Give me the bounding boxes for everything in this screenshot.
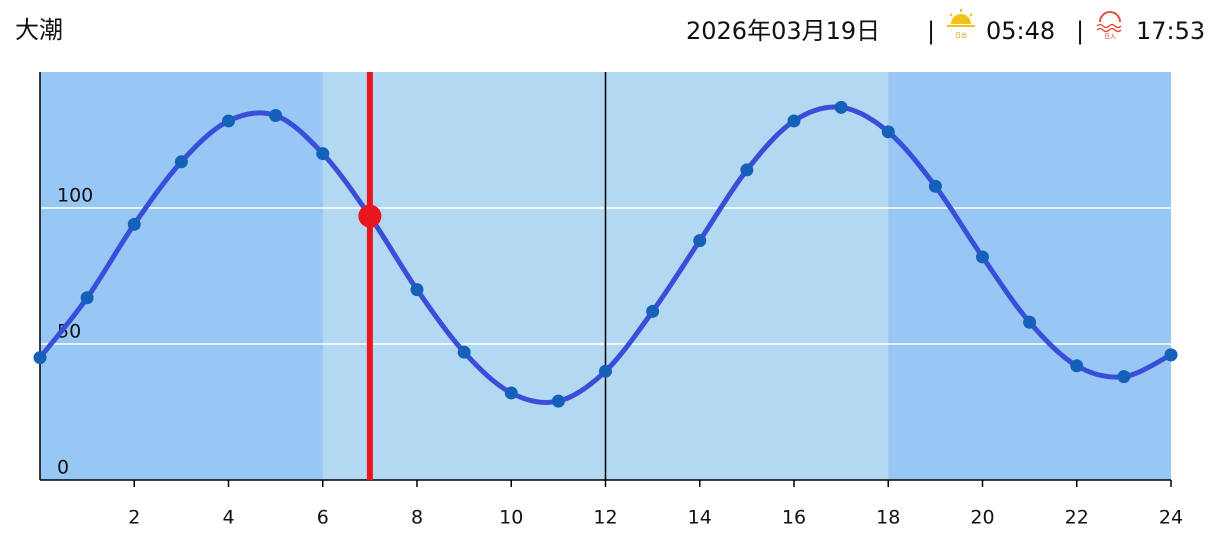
tide-point (269, 109, 283, 123)
tide-point (127, 217, 141, 231)
x-tick-label: 8 (411, 507, 423, 529)
x-tick-label: 20 (970, 507, 994, 529)
x-tick-label: 18 (876, 507, 900, 529)
tide-point (504, 386, 518, 400)
sunrise-icon: 日出 (947, 9, 975, 40)
y-tick-label: 100 (57, 185, 93, 207)
x-tick-label: 6 (317, 507, 329, 529)
tide-point (881, 125, 895, 139)
sunset-icon: 日入 (1096, 11, 1122, 41)
tide-point (1117, 370, 1131, 384)
tide-point (976, 250, 989, 264)
separator: | (1076, 17, 1084, 45)
sunrise-time: 05:48 (986, 17, 1055, 45)
tide-point (551, 394, 565, 408)
x-tick-label: 2 (128, 507, 140, 529)
tide-point (599, 364, 612, 378)
tide-point (410, 283, 424, 297)
tide-point (787, 114, 801, 128)
current-point (358, 204, 382, 228)
tide-point (1023, 315, 1037, 329)
tide-point (174, 155, 188, 169)
tide-point (1164, 348, 1178, 362)
x-tick-label: 4 (222, 507, 234, 529)
sunset-time: 17:53 (1136, 17, 1205, 45)
tide-point (80, 291, 94, 305)
x-tick-label: 10 (499, 507, 523, 529)
tide-point (222, 114, 235, 128)
tide-point (834, 100, 848, 114)
tide-point (33, 351, 47, 365)
tide-point (457, 345, 471, 359)
x-tick-label: 16 (782, 507, 806, 529)
tide-point (740, 163, 754, 177)
tide-point (928, 179, 942, 193)
x-tick-label: 24 (1159, 507, 1183, 529)
x-tick-label: 12 (593, 507, 617, 529)
tide-point (693, 234, 707, 248)
tide-type: 大潮 (15, 16, 63, 44)
icon-label: 日出 (955, 32, 967, 40)
date: 2026年03月19日 (686, 17, 880, 45)
y-tick-label: 0 (57, 457, 69, 479)
x-tick-label: 22 (1065, 507, 1089, 529)
separator: | (927, 17, 935, 45)
x-tick-label: 14 (688, 507, 712, 529)
icon-label: 日入 (1104, 34, 1116, 41)
tide-point (1070, 359, 1084, 373)
tide-point (646, 304, 660, 318)
tide-point (316, 147, 330, 161)
